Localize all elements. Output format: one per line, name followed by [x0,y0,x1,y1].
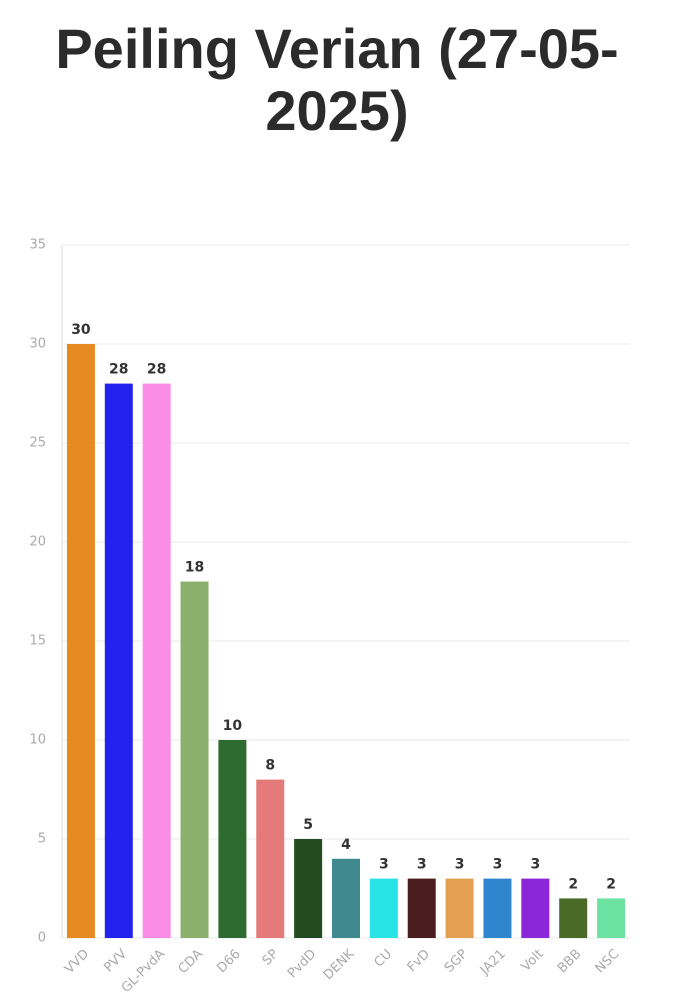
bar [180,581,209,938]
x-tick-label: SP [260,947,282,969]
bar [521,878,550,938]
value-label: 18 [185,560,204,576]
value-label: 3 [493,857,503,873]
bar [332,858,360,938]
x-tick-label: PvdD [285,947,320,982]
bar [369,878,398,938]
value-label: 28 [109,362,128,378]
x-tick-label: NSC [593,947,623,977]
value-label: 2 [568,876,578,892]
bar [66,344,95,938]
value-label: 3 [530,857,540,873]
y-tick-label: 25 [29,436,46,451]
y-tick-label: 0 [38,931,46,946]
value-label: 3 [417,857,427,873]
x-tick-label: FvD [405,947,433,975]
x-tick-label: SGP [442,947,471,976]
value-label: 30 [71,322,91,338]
x-tick-label: VVD [62,947,92,977]
bar [407,878,436,938]
y-tick-label: 30 [29,337,46,352]
bar [294,839,323,938]
bar [483,878,512,938]
bar [104,383,133,939]
value-label: 4 [341,837,351,853]
value-label: 5 [303,817,313,833]
bar [218,740,247,938]
bar [597,898,626,938]
value-label: 2 [606,876,616,892]
value-label: 28 [147,362,166,378]
value-label: 10 [223,718,243,734]
x-tick-label: PVV [101,947,130,976]
value-label: 3 [455,857,465,873]
bar [445,878,474,938]
bar [142,383,171,939]
y-tick-label: 35 [29,238,46,253]
x-tick-label: JA21 [477,947,509,979]
chart-title: Peiling Verian (27-05-2025) [55,17,619,142]
bar [256,779,285,938]
x-tick-label: CDA [176,947,206,977]
value-label: 8 [265,758,275,774]
x-tick-label: DENK [321,946,358,983]
y-tick-label: 10 [29,733,46,748]
x-tick-label: Volt [519,947,547,975]
x-tick-label: BBB [555,947,585,977]
y-tick-label: 20 [29,535,46,550]
y-tick-label: 15 [29,634,46,649]
value-label: 3 [379,857,389,873]
y-tick-label: 5 [38,832,46,847]
x-tick-label: CU [371,947,395,971]
x-tick-label: D66 [214,947,243,976]
bar [559,898,588,938]
